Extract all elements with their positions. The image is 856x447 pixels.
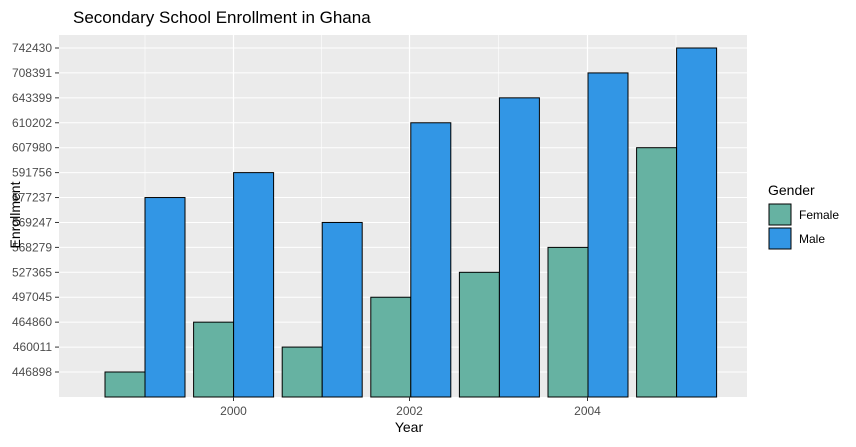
y-tick-label: 446898 (12, 365, 52, 379)
y-tick-label: 643399 (12, 91, 52, 105)
y-tick-label: 569247 (12, 215, 52, 229)
y-axis-ticks: 446898 460011 464860 497045 527365 568279 5692… (12, 41, 59, 379)
bar-male (144, 197, 186, 398)
bar-female (104, 371, 146, 398)
x-tick-label: 2000 (220, 404, 247, 418)
x-tick-label: 2002 (396, 404, 423, 418)
bar-male (321, 221, 363, 398)
y-tick-label: 607980 (12, 141, 52, 155)
bar-female (547, 246, 589, 398)
y-tick-label: 591756 (12, 166, 52, 180)
y-tick-label: 742430 (12, 41, 52, 55)
x-axis-label: Year (395, 419, 424, 435)
bar-female (193, 321, 235, 398)
bar-male (233, 172, 275, 398)
x-tick-label: 2004 (574, 404, 601, 418)
legend-title: Gender (768, 182, 815, 198)
x-axis-ticks: 2000 2002 2004 (220, 397, 601, 418)
legend-swatch-male (768, 227, 792, 250)
bar-female (281, 346, 323, 398)
bar-female (370, 296, 412, 398)
legend-label-male: Male (799, 232, 825, 246)
legend: Gender Female Male (768, 182, 839, 250)
chart-title: Secondary School Enrollment in Ghana (73, 8, 371, 27)
y-tick-label: 464860 (12, 315, 52, 329)
y-tick-label: 497045 (12, 290, 52, 304)
y-tick-label: 708391 (12, 66, 52, 80)
bar-female (458, 271, 500, 398)
bar-female (636, 147, 678, 398)
y-tick-label: 610202 (12, 116, 52, 130)
legend-label-female: Female (799, 208, 839, 222)
bar-male (498, 97, 540, 398)
y-tick-label: 568279 (12, 240, 52, 254)
y-axis-label: Enrollment (7, 181, 23, 248)
bar-male (587, 72, 629, 398)
y-tick-label: 577237 (12, 191, 52, 205)
bar-male (676, 47, 718, 398)
bar-male (410, 122, 452, 398)
y-tick-label: 527365 (12, 265, 52, 279)
legend-swatch-female (768, 203, 792, 226)
y-tick-label: 460011 (13, 340, 52, 354)
bars (104, 47, 718, 398)
